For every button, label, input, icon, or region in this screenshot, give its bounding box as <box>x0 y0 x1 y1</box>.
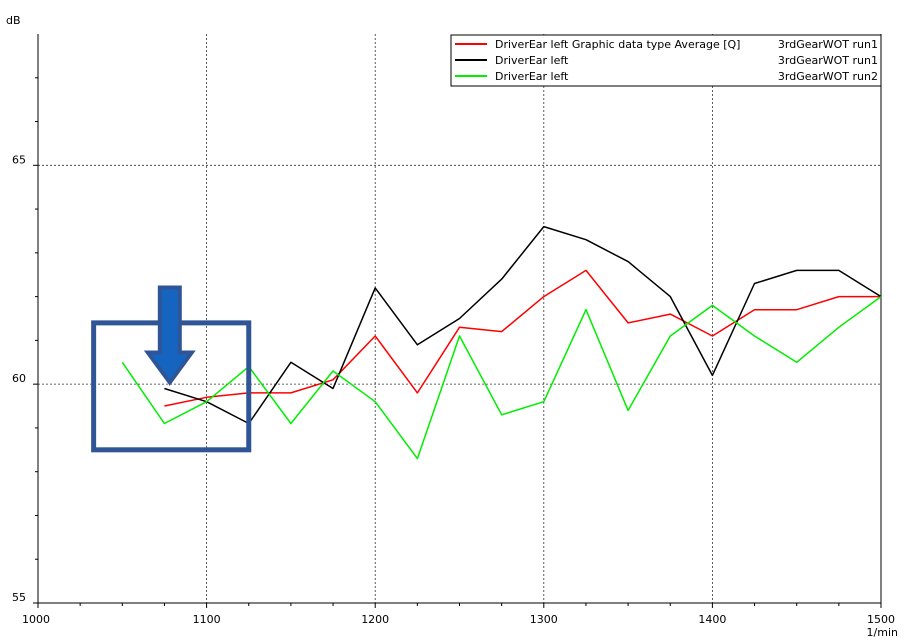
y-tick-label: 65 <box>12 153 26 166</box>
legend-entry-name-3: DriverEar left <box>495 70 569 83</box>
x-tick-label: 1500 <box>867 613 895 626</box>
legend-entry-name-2: DriverEar left <box>495 54 569 67</box>
x-tick-label: 1100 <box>193 613 221 626</box>
ticks: 1000 1100 1200 1300 1400 1500 55 60 65 <box>12 77 895 626</box>
legend: DriverEar left Graphic data type Average… <box>450 34 882 87</box>
y-tick-label: 60 <box>12 372 26 385</box>
legend-box <box>450 34 882 87</box>
legend-entry-run-2: 3rdGearWOT run1 <box>778 54 878 67</box>
x-axis-label: 1/min <box>867 626 898 639</box>
grid <box>38 34 881 603</box>
down-arrow-icon <box>143 285 196 386</box>
y-tick-label: 55 <box>12 591 26 604</box>
series-line-2 <box>164 225 882 425</box>
annotations <box>91 285 252 453</box>
x-tick-label: 1000 <box>22 613 50 626</box>
legend-entry-run-3: 3rdGearWOT run2 <box>778 70 878 83</box>
x-tick-label: 1200 <box>361 613 389 626</box>
x-tick-label: 1400 <box>698 613 726 626</box>
y-axis-label: dB <box>6 14 21 27</box>
legend-entry-name-1: DriverEar left Graphic data type Average… <box>495 38 740 51</box>
legend-entry-run-1: 3rdGearWOT run1 <box>778 38 878 51</box>
series-line-1 <box>164 269 881 407</box>
x-tick-label: 1300 <box>530 613 558 626</box>
